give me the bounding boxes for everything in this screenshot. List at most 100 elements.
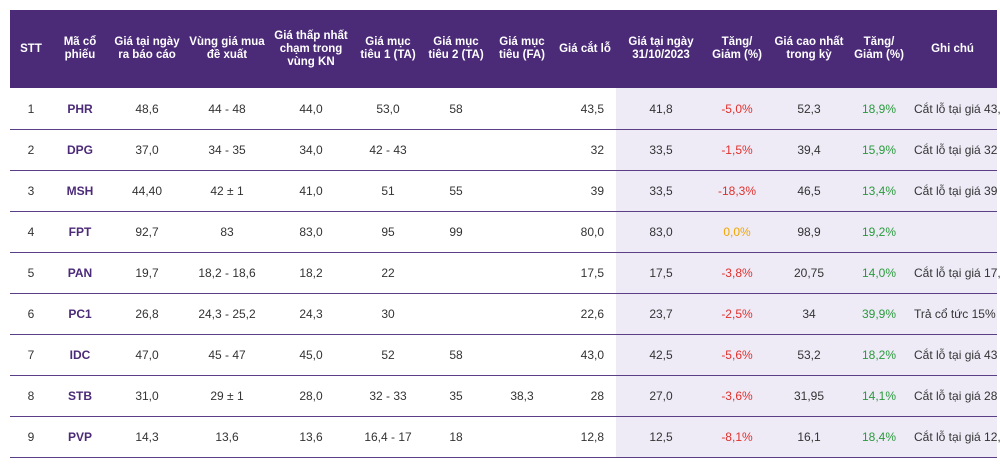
cell-note: Cắt lỗ tại giá 28 — [908, 375, 997, 417]
cell-change2: 18,4% — [850, 416, 908, 458]
cell-target2 — [422, 293, 490, 335]
cell-highest: 46,5 — [768, 170, 850, 212]
cell-note — [908, 211, 997, 253]
cell-price-date: 33,5 — [616, 129, 706, 171]
cell-change2: 39,9% — [850, 293, 908, 335]
table-row: 4 FPT 92,7 83 83,0 95 99 80,0 83,0 0,0% 98,9 19,2% — [10, 211, 997, 253]
cell-stop-loss: 43,0 — [554, 334, 616, 376]
cell-target-fa — [490, 211, 554, 253]
cell-report-price: 92,7 — [108, 211, 186, 253]
cell-stt: 3 — [10, 170, 52, 212]
cell-target-fa — [490, 293, 554, 335]
cell-stt: 7 — [10, 334, 52, 376]
cell-highest: 16,1 — [768, 416, 850, 458]
cell-target1: 30 — [354, 293, 422, 335]
cell-stop-loss: 22,6 — [554, 293, 616, 335]
cell-change1: -3,6% — [706, 375, 768, 417]
cell-price-date: 33,5 — [616, 170, 706, 212]
cell-buy-zone: 83 — [186, 211, 268, 253]
cell-target1: 53,0 — [354, 88, 422, 130]
header-lowest: Giá thấp nhất chạm trong vùng KN — [268, 10, 354, 88]
cell-stop-loss: 32 — [554, 129, 616, 171]
header-target-fa: Giá mục tiêu (FA) — [490, 10, 554, 88]
cell-lowest: 28,0 — [268, 375, 354, 417]
table-row: 2 DPG 37,0 34 - 35 34,0 42 - 43 32 33,5 -1,5% 39,… — [10, 129, 997, 171]
cell-stop-loss: 43,5 — [554, 88, 616, 130]
cell-lowest: 34,0 — [268, 129, 354, 171]
cell-stop-loss: 39 — [554, 170, 616, 212]
cell-report-price: 48,6 — [108, 88, 186, 130]
cell-note: Cắt lỗ tại giá 43,5 — [908, 88, 1000, 130]
cell-buy-zone: 34 - 35 — [186, 129, 268, 171]
cell-stt: 4 — [10, 211, 52, 253]
cell-stt: 5 — [10, 252, 52, 294]
cell-report-price: 37,0 — [108, 129, 186, 171]
cell-ticker: STB — [52, 375, 108, 417]
cell-lowest: 45,0 — [268, 334, 354, 376]
cell-stt: 9 — [10, 416, 52, 458]
cell-report-price: 26,8 — [108, 293, 186, 335]
cell-ticker: IDC — [52, 334, 108, 376]
cell-price-date: 42,5 — [616, 334, 706, 376]
cell-note: Trả cổ tức 15% — [908, 293, 997, 335]
header-stop-loss: Giá cắt lỗ — [554, 10, 616, 88]
cell-report-price: 19,7 — [108, 252, 186, 294]
cell-highest: 39,4 — [768, 129, 850, 171]
cell-target-fa — [490, 170, 554, 212]
header-target2: Giá mục tiêu 2 (TA) — [422, 10, 490, 88]
cell-report-price: 47,0 — [108, 334, 186, 376]
cell-highest: 53,2 — [768, 334, 850, 376]
cell-stop-loss: 80,0 — [554, 211, 616, 253]
cell-ticker: PC1 — [52, 293, 108, 335]
cell-target-fa — [490, 252, 554, 294]
cell-lowest: 83,0 — [268, 211, 354, 253]
header-note: Ghi chú — [908, 10, 997, 88]
cell-ticker: FPT — [52, 211, 108, 253]
cell-lowest: 44,0 — [268, 88, 354, 130]
cell-change1: -5,6% — [706, 334, 768, 376]
cell-price-date: 23,7 — [616, 293, 706, 335]
cell-target2 — [422, 252, 490, 294]
cell-target-fa — [490, 88, 554, 130]
cell-price-date: 27,0 — [616, 375, 706, 417]
cell-target1: 95 — [354, 211, 422, 253]
cell-buy-zone: 18,2 - 18,6 — [186, 252, 268, 294]
header-price-date: Giá tại ngày 31/10/2023 — [616, 10, 706, 88]
cell-target-fa — [490, 334, 554, 376]
cell-lowest: 24,3 — [268, 293, 354, 335]
cell-price-date: 17,5 — [616, 252, 706, 294]
cell-highest: 20,75 — [768, 252, 850, 294]
cell-highest: 52,3 — [768, 88, 850, 130]
cell-change1: -2,5% — [706, 293, 768, 335]
cell-ticker: DPG — [52, 129, 108, 171]
cell-stop-loss: 17,5 — [554, 252, 616, 294]
cell-highest: 34 — [768, 293, 850, 335]
cell-target-fa: 38,3 — [490, 375, 554, 417]
cell-change2: 15,9% — [850, 129, 908, 171]
cell-target2: 55 — [422, 170, 490, 212]
recommendation-table-container: STT Mã cổ phiếu Giá tại ngày ra báo cáo … — [10, 10, 1000, 458]
cell-ticker: PHR — [52, 88, 108, 130]
cell-report-price: 14,3 — [108, 416, 186, 458]
cell-change2: 18,2% — [850, 334, 908, 376]
cell-lowest: 13,6 — [268, 416, 354, 458]
cell-change2: 18,9% — [850, 88, 908, 130]
cell-note: Cắt lỗ tại giá 12,8 — [908, 416, 1000, 458]
cell-target2: 58 — [422, 88, 490, 130]
cell-lowest: 18,2 — [268, 252, 354, 294]
cell-price-date: 12,5 — [616, 416, 706, 458]
cell-target2: 35 — [422, 375, 490, 417]
cell-target1: 32 - 33 — [354, 375, 422, 417]
cell-ticker: PVP — [52, 416, 108, 458]
table-row: 9 PVP 14,3 13,6 13,6 16,4 - 17 18 12,8 12,5 -8,1%… — [10, 416, 1000, 458]
table-row: 8 STB 31,0 29 ± 1 28,0 32 - 33 35 38,3 28 27,0 -3,… — [10, 375, 997, 417]
cell-change1: -8,1% — [706, 416, 768, 458]
cell-change2: 14,0% — [850, 252, 908, 294]
cell-stt: 2 — [10, 129, 52, 171]
cell-buy-zone: 29 ± 1 — [186, 375, 268, 417]
cell-note: Cắt lỗ tại giá 32 — [908, 129, 997, 171]
cell-change1: -5,0% — [706, 88, 768, 130]
cell-note: Cắt lỗ tại giá 17,5 — [908, 252, 1000, 294]
cell-target1: 16,4 - 17 — [354, 416, 422, 458]
header-highest: Giá cao nhất trong kỳ — [768, 10, 850, 88]
